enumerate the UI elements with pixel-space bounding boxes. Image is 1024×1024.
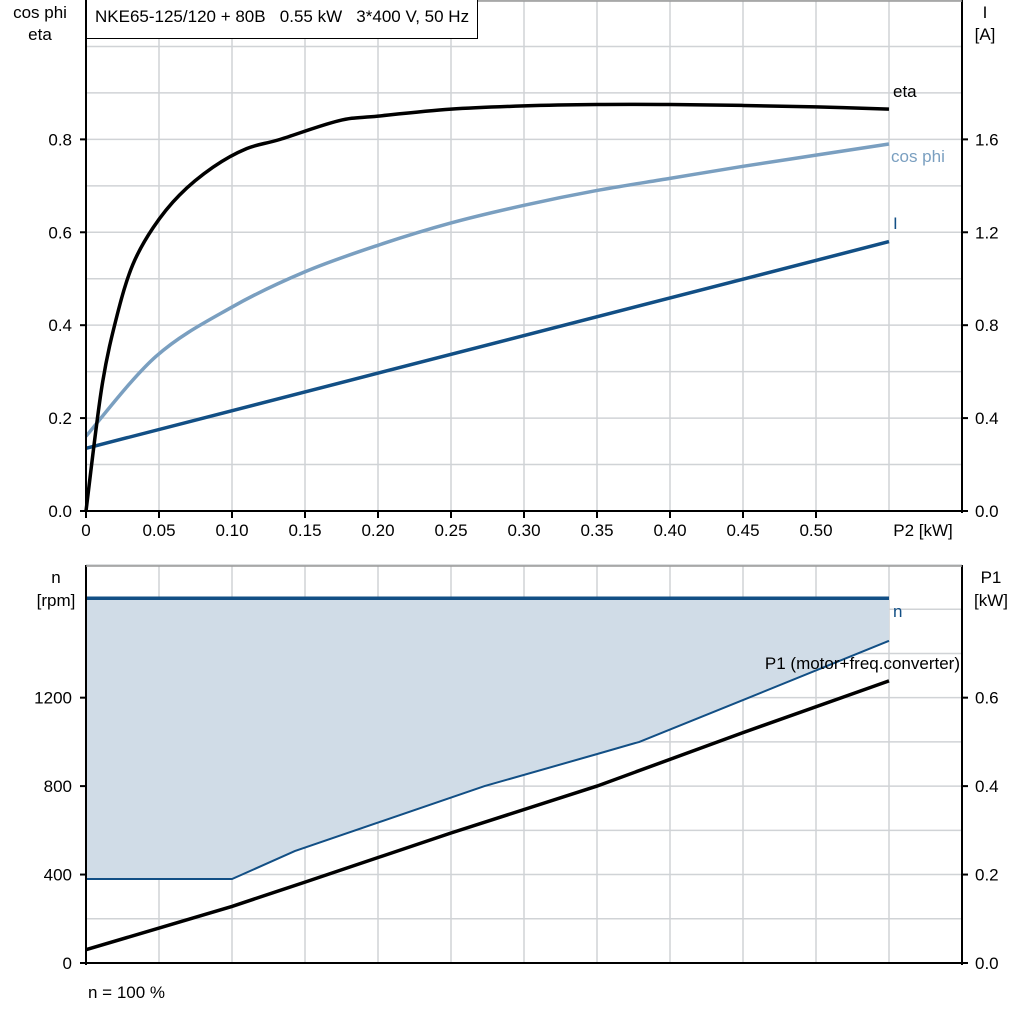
cos-phi-curve bbox=[84, 142, 890, 438]
x-tick-label: 0.10 bbox=[215, 521, 248, 540]
speed-label: n bbox=[893, 602, 902, 621]
left-axis-title: n bbox=[51, 568, 60, 587]
y-tick-label-right: 0.0 bbox=[975, 502, 999, 521]
y-tick-label-left: 0.4 bbox=[48, 316, 72, 335]
y-tick-label-left: 0.6 bbox=[48, 223, 72, 242]
pump-title: NKE65-125/120 + 80B 0.55 kW 3*400 V, 50 … bbox=[86, 0, 479, 39]
x-tick-label: 0.30 bbox=[507, 521, 540, 540]
x-tick-label: 0.40 bbox=[653, 521, 686, 540]
left-axis-title: [rpm] bbox=[37, 591, 76, 610]
eta-label: eta bbox=[893, 82, 917, 101]
x-axis-label: P2 [kW] bbox=[893, 521, 953, 540]
y-tick-label-right: 0.2 bbox=[975, 866, 999, 885]
x-tick-label: 0.45 bbox=[726, 521, 759, 540]
eta-curve bbox=[84, 102, 890, 512]
y-tick-label-left: 0.2 bbox=[48, 409, 72, 428]
y-tick-label-right: 0.8 bbox=[975, 316, 999, 335]
y-tick-label-left: 1200 bbox=[34, 689, 72, 708]
y-tick-label-left: 0 bbox=[63, 954, 72, 973]
p1-label: P1 (motor+freq.converter) bbox=[765, 654, 960, 673]
y-tick-label-right: 0.4 bbox=[975, 409, 999, 428]
cos-phi-label: cos phi bbox=[891, 147, 945, 166]
speed-range-area bbox=[86, 598, 889, 879]
y-tick-label-left: 0.8 bbox=[48, 130, 72, 149]
y-tick-label-right: 1.6 bbox=[975, 130, 999, 149]
right-axis-title: [A] bbox=[975, 25, 996, 44]
y-tick-label-left: 0.0 bbox=[48, 502, 72, 521]
y-tick-label-right: 0.6 bbox=[975, 689, 999, 708]
right-axis-title: P1 bbox=[981, 568, 1002, 587]
x-tick-label: 0.05 bbox=[142, 521, 175, 540]
x-tick-label: 0 bbox=[81, 521, 90, 540]
left-axis-title: eta bbox=[28, 25, 52, 44]
x-tick-label: 0.50 bbox=[799, 521, 832, 540]
x-tick-label: 0.25 bbox=[434, 521, 467, 540]
y-tick-label-right: 0.0 bbox=[975, 954, 999, 973]
current-label: I bbox=[893, 214, 898, 233]
min-speed-curve bbox=[86, 639, 890, 880]
y-tick-label-left: 800 bbox=[44, 777, 72, 796]
y-tick-label-left: 400 bbox=[44, 866, 72, 885]
left-axis-title: cos phi bbox=[13, 3, 67, 22]
speed-percent-note: n = 100 % bbox=[88, 983, 165, 1002]
p1-curve bbox=[85, 679, 890, 952]
x-tick-label: 0.20 bbox=[361, 521, 394, 540]
current-curve bbox=[85, 239, 890, 450]
y-tick-label-right: 0.4 bbox=[975, 777, 999, 796]
x-tick-label: 0.15 bbox=[288, 521, 321, 540]
x-tick-label: 0.35 bbox=[580, 521, 613, 540]
y-tick-label-right: 1.2 bbox=[975, 223, 999, 242]
right-axis-title: I bbox=[983, 3, 988, 22]
right-axis-title: [kW] bbox=[974, 591, 1008, 610]
